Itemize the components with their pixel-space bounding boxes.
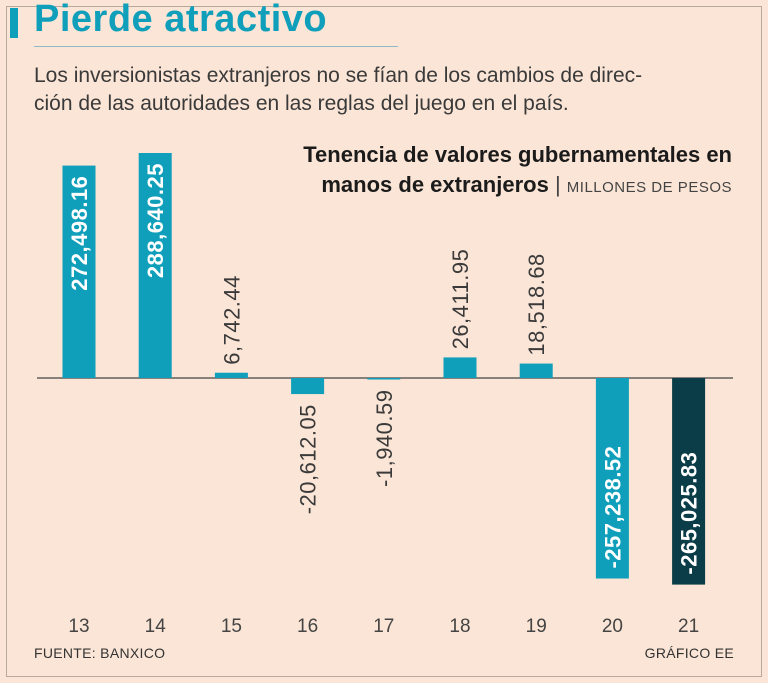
- bar-19: [519, 363, 553, 378]
- page-title: Pierde atractivo: [34, 0, 328, 40]
- chart-frame: [6, 6, 762, 677]
- chart-title-line-1: Tenencia de valores gubernamentales en: [303, 142, 732, 167]
- value-label-20: -257,238.52: [600, 446, 625, 569]
- credit-note: GRÁFICO EE: [644, 645, 734, 661]
- value-label-15: 6,742.44: [219, 275, 244, 365]
- x-tick-label-20: 20: [602, 616, 623, 637]
- bar-16: [291, 378, 325, 395]
- value-label-19: 18,518.68: [524, 253, 549, 355]
- chart-title-separator: |: [554, 172, 561, 197]
- source-note: FUENTE: BANXICO: [34, 645, 166, 661]
- chart-unit: MILLONES DE PESOS: [566, 179, 732, 196]
- subtitle-line-1: Los inversionistas extranjeros no se fía…: [34, 64, 643, 87]
- value-label-21: -265,025.83: [677, 452, 702, 575]
- value-label-14: 288,640.25: [143, 163, 168, 278]
- chart-title: Tenencia de valores gubernamentales en m…: [172, 140, 732, 203]
- x-tick-label-18: 18: [449, 616, 470, 637]
- subtitle: Los inversionistas extranjeros no se fía…: [34, 62, 724, 118]
- x-tick-label-15: 15: [221, 616, 242, 637]
- bar-15: [214, 372, 248, 378]
- subtitle-line-2: ción de las autoridades en las reglas de…: [34, 92, 569, 115]
- bar-14: [138, 153, 172, 378]
- chart-title-line-2: manos de extranjeros | MILLONES DE PESOS: [172, 170, 732, 203]
- x-tick-label-13: 13: [68, 616, 89, 637]
- bar-17: [367, 378, 401, 380]
- x-tick-label-17: 17: [373, 616, 394, 637]
- title-marker: [10, 8, 18, 38]
- chart-title-line-2-text: manos de extranjeros: [321, 172, 549, 197]
- bar-21: [672, 378, 706, 585]
- value-label-16: -20,612.05: [296, 404, 321, 514]
- x-tick-label-14: 14: [145, 616, 167, 637]
- x-tick-label-19: 19: [526, 616, 547, 637]
- bar-18: [443, 357, 477, 378]
- value-label-13: 272,498.16: [67, 176, 92, 291]
- x-tick-label-21: 21: [678, 616, 699, 637]
- bar-20: [595, 378, 629, 579]
- x-tick-label-16: 16: [297, 616, 318, 637]
- value-label-17: -1,940.59: [372, 390, 397, 487]
- value-label-18: 26,411.95: [448, 249, 473, 350]
- title-divider: [34, 46, 398, 47]
- bar-13: [62, 165, 96, 378]
